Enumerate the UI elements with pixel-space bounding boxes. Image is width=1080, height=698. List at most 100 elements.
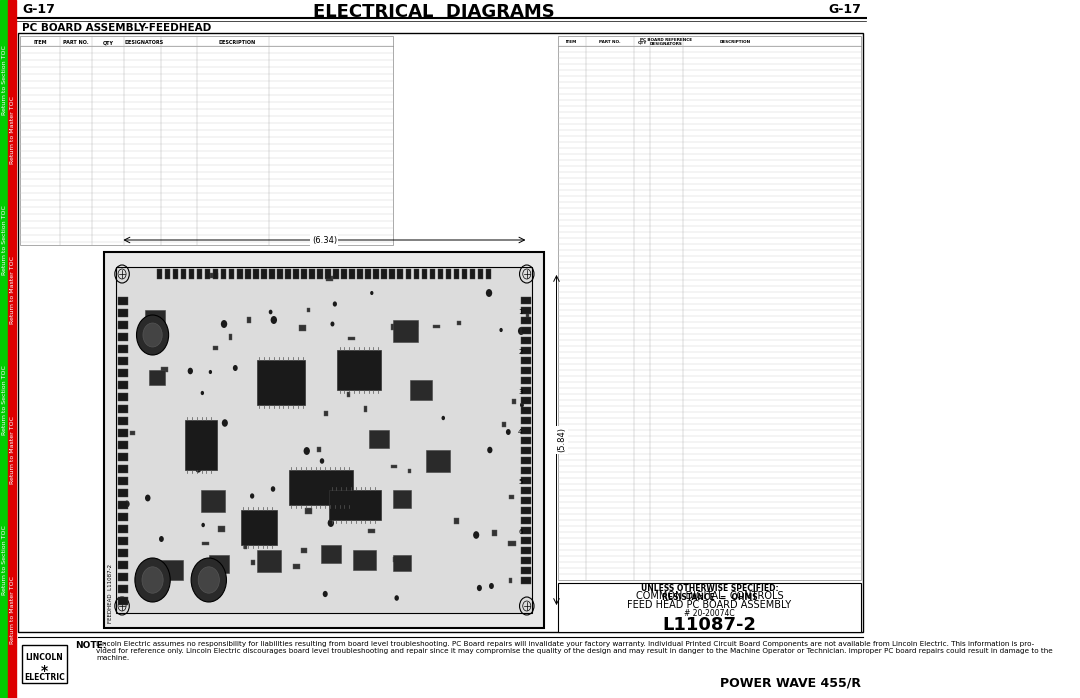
Circle shape <box>221 419 228 426</box>
Bar <box>118 357 127 365</box>
Circle shape <box>199 567 219 593</box>
Bar <box>251 560 255 565</box>
Bar <box>470 269 475 279</box>
Bar <box>289 470 353 505</box>
Bar <box>118 549 127 557</box>
Bar <box>237 269 243 279</box>
Bar <box>462 269 468 279</box>
Bar <box>269 269 274 279</box>
Bar <box>324 411 328 416</box>
Bar <box>202 542 208 545</box>
Bar <box>293 564 300 569</box>
Bar <box>522 467 530 474</box>
Bar <box>393 555 411 571</box>
Bar <box>8 0 16 698</box>
Bar <box>118 513 127 521</box>
Bar <box>334 269 339 279</box>
Text: PC BOARD REFERENCE
DESIGNATORS: PC BOARD REFERENCE DESIGNATORS <box>640 38 692 46</box>
Bar <box>374 269 379 279</box>
Bar <box>161 326 164 331</box>
Text: G-17: G-17 <box>23 3 55 16</box>
Text: DESIGNATORS: DESIGNATORS <box>125 40 164 45</box>
Bar <box>118 573 127 581</box>
Bar <box>522 327 530 334</box>
Bar <box>522 477 530 484</box>
Bar <box>130 431 135 435</box>
Text: Return to Master TOC: Return to Master TOC <box>10 96 14 164</box>
Text: Return to Section TOC: Return to Section TOC <box>1 205 6 275</box>
Bar <box>522 557 530 564</box>
Bar <box>393 557 396 562</box>
Bar <box>502 422 505 427</box>
Bar <box>477 269 484 279</box>
Bar <box>278 269 283 279</box>
Bar <box>414 269 419 279</box>
Circle shape <box>201 391 204 395</box>
Bar <box>229 269 234 279</box>
Text: G-17: G-17 <box>828 3 861 16</box>
Circle shape <box>198 422 201 426</box>
Text: PART NO.: PART NO. <box>599 40 621 44</box>
Bar <box>526 312 529 318</box>
Text: Lincoln Electric assumes no responsibility for liabilities resulting from board : Lincoln Electric assumes no responsibili… <box>96 641 1053 661</box>
Bar <box>17 33 863 632</box>
Text: 1: 1 <box>518 309 523 315</box>
Text: (5.84): (5.84) <box>557 427 567 452</box>
Bar <box>118 369 127 377</box>
Text: 6: 6 <box>518 529 523 535</box>
Bar <box>522 457 530 464</box>
Bar <box>348 337 355 340</box>
Bar <box>23 645 67 683</box>
Bar <box>321 545 341 563</box>
Bar <box>446 269 451 279</box>
Bar <box>486 269 491 279</box>
Bar <box>522 537 530 544</box>
Text: *: * <box>41 664 48 678</box>
Circle shape <box>486 289 492 297</box>
Circle shape <box>473 531 480 539</box>
Text: Return to Section TOC: Return to Section TOC <box>1 45 6 115</box>
Text: 5: 5 <box>518 479 523 485</box>
Bar <box>157 269 162 279</box>
Bar <box>512 399 515 404</box>
Bar <box>118 381 127 389</box>
Bar <box>118 429 127 437</box>
Circle shape <box>220 320 227 328</box>
Bar <box>325 269 330 279</box>
Bar <box>180 269 186 279</box>
Bar <box>522 427 530 434</box>
Bar <box>307 308 310 312</box>
Bar <box>253 269 258 279</box>
Bar <box>522 567 530 574</box>
Circle shape <box>195 466 201 473</box>
Bar <box>522 407 530 414</box>
Bar <box>509 495 514 499</box>
Text: RESISTANCE  =  OHMS: RESISTANCE = OHMS <box>662 593 757 602</box>
Bar <box>118 309 127 317</box>
Bar <box>326 276 334 281</box>
Bar <box>261 269 267 279</box>
Bar <box>229 334 232 340</box>
Bar <box>522 317 530 324</box>
Bar <box>522 497 530 504</box>
Circle shape <box>330 322 335 327</box>
Circle shape <box>487 447 492 453</box>
Bar <box>118 333 127 341</box>
Text: ELECTRICAL  DIAGRAMS: ELECTRICAL DIAGRAMS <box>313 3 554 21</box>
Bar <box>364 406 367 412</box>
Text: # 20-20074C: # 20-20074C <box>684 609 734 618</box>
Bar <box>118 297 127 305</box>
Bar <box>118 489 127 497</box>
Bar <box>509 541 515 546</box>
Bar <box>189 269 194 279</box>
Bar <box>492 530 497 536</box>
Bar <box>161 367 167 372</box>
Bar <box>185 420 217 470</box>
Circle shape <box>499 328 503 332</box>
Circle shape <box>188 368 193 374</box>
Circle shape <box>249 493 254 498</box>
Bar <box>522 487 530 494</box>
Bar <box>522 507 530 514</box>
Circle shape <box>233 365 238 371</box>
Circle shape <box>346 476 349 480</box>
